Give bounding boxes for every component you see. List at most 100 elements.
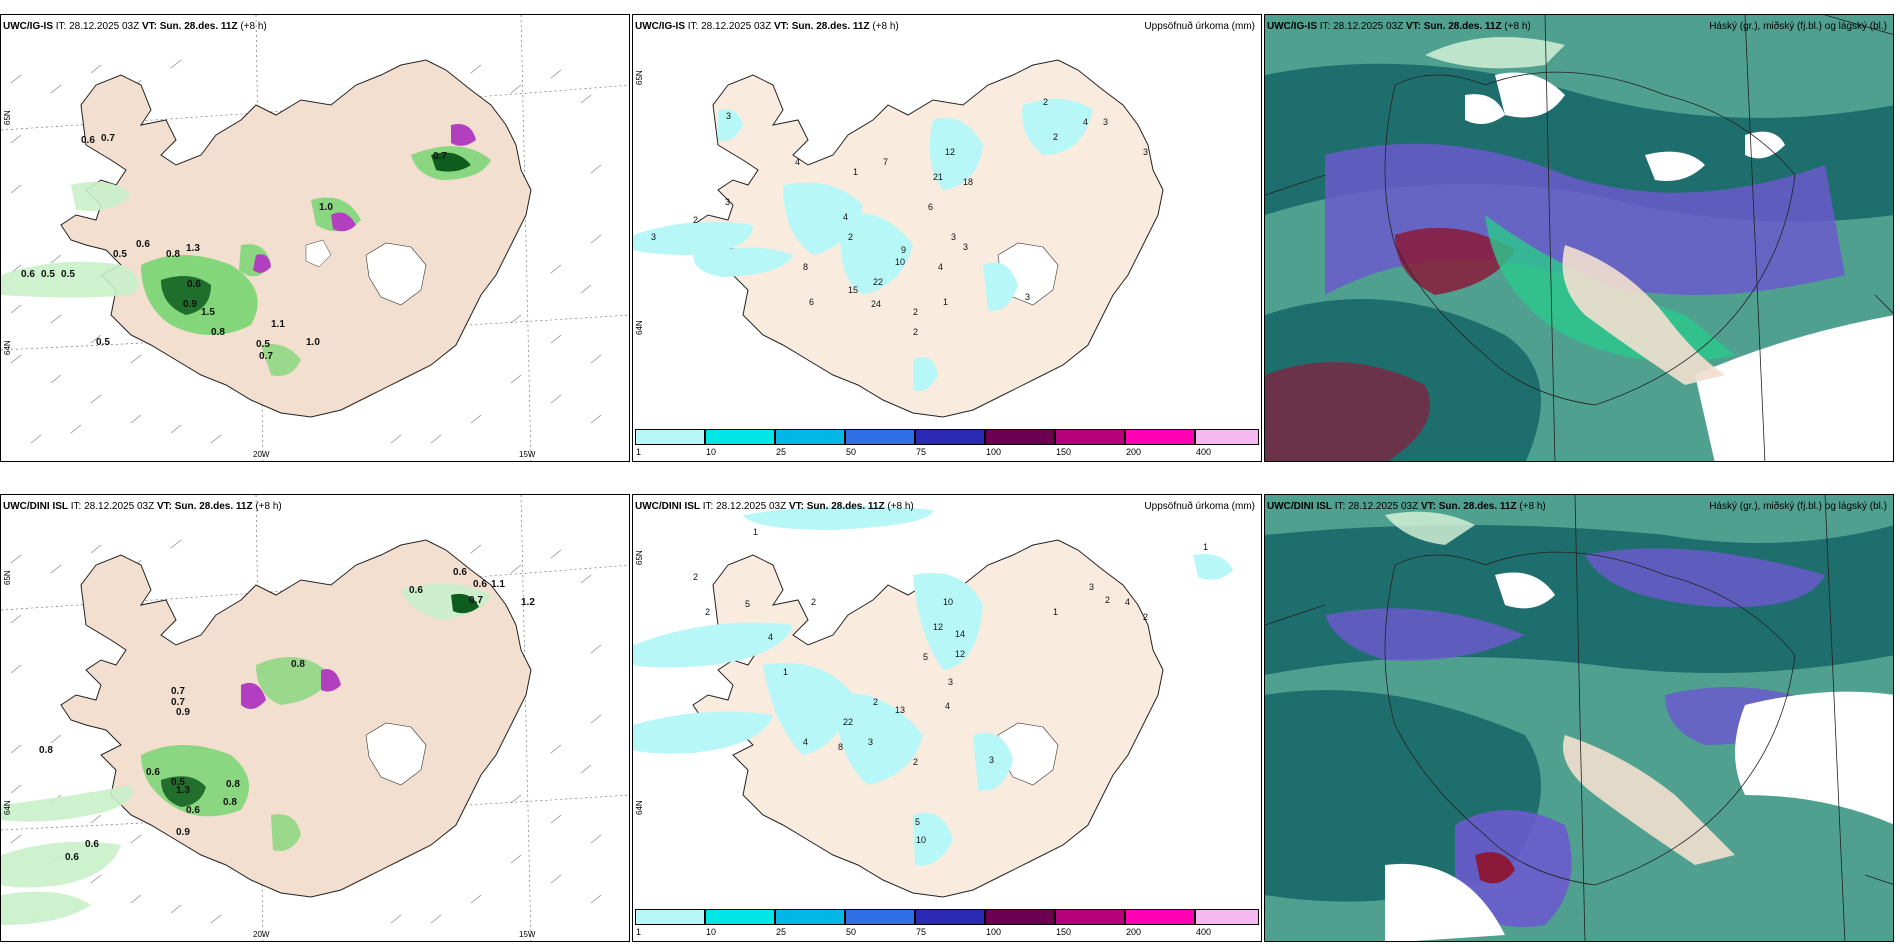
precip-label: 4: [843, 212, 848, 222]
precip-label: 5: [745, 599, 750, 609]
wind-label: 0.9: [176, 707, 190, 718]
model-name: UWC/IG-IS: [635, 21, 685, 32]
map-panel-precip-bottom[interactable]: 2 1 2 5 4 2 1 10 12 14 12 5 3 4 2 13 22 …: [632, 494, 1262, 942]
panel-header: UWC/IG-IS IT: 28.12.2025 03Z VT: Sun. 28…: [3, 21, 267, 32]
it-label: IT:: [1334, 501, 1346, 512]
precip-label: 10: [916, 835, 926, 845]
map-panel-wind-bottom[interactable]: 0.6 0.6 0.6 1.1 0.7 1.2 0.8 0.7 0.8 0.6 …: [0, 494, 630, 942]
it-value: 28.12.2025 03Z: [1333, 21, 1404, 32]
wind-label: 0.6: [409, 585, 423, 596]
map-panel-wind-top[interactable]: 0.6 0.7 0.5 0.5 0.6 1.3 0.8 0.6 0.9 1.5 …: [0, 14, 630, 462]
vt-label: VT:: [1420, 501, 1436, 512]
wind-label: 0.5: [171, 777, 185, 788]
map-panel-clouds-top[interactable]: UWC/IG-IS IT: 28.12.2025 03Z VT: Sun. 28…: [1264, 14, 1894, 462]
panel-header: UWC/IG-IS IT: 28.12.2025 03Z VT: Sun. 28…: [635, 21, 899, 32]
precip-label: 22: [843, 717, 853, 727]
precip-label: 15: [848, 285, 858, 295]
precip-label: 3: [726, 111, 731, 121]
precip-label: 3: [1089, 582, 1094, 592]
precip-title: Uppsöfnuð úrkoma (mm): [1144, 21, 1255, 32]
colorbar-tick: 100: [986, 927, 1002, 937]
colorbar-tick: 1: [636, 447, 642, 457]
wind-label: 0.6: [85, 839, 99, 850]
colorbar-tick: 25: [776, 447, 787, 457]
wind-label: 0.9: [183, 299, 197, 310]
colorbar-tick: 25: [776, 927, 787, 937]
it-value: 28.12.2025 03Z: [1348, 501, 1419, 512]
colorbar-segment: [1055, 429, 1125, 445]
precip-label: 4: [768, 632, 773, 642]
precip-label: 4: [795, 157, 800, 167]
colorbar-tick: 50: [846, 447, 857, 457]
precip-label: 2: [913, 327, 918, 337]
precip-label: 1: [1203, 542, 1208, 552]
wind-label: 0.8: [211, 327, 225, 338]
precip-label: 2: [693, 572, 698, 582]
colorbar-tick: 200: [1126, 927, 1142, 937]
colorbar-segment: [705, 909, 775, 925]
lead-time: (+8 h): [1519, 501, 1546, 512]
it-label: IT:: [687, 21, 699, 32]
precip-label: 3: [1025, 292, 1030, 302]
wind-label: 0.6: [453, 567, 467, 578]
wind-label: 0.8: [226, 779, 240, 790]
precip-label: 2: [1105, 595, 1110, 605]
map-panel-clouds-bottom[interactable]: UWC/DINI ISL IT: 28.12.2025 03Z VT: Sun.…: [1264, 494, 1894, 942]
wind-label: 0.6: [65, 852, 79, 863]
lat-label-65n: 65N: [3, 110, 12, 125]
it-label: IT:: [55, 21, 67, 32]
precip-label: 2: [811, 597, 816, 607]
precip-label: 3: [1103, 117, 1108, 127]
cloud-title: Háský (gr.), miðský (fj.bl.) og lágský (…: [1709, 21, 1887, 32]
it-value: 28.12.2025 03Z: [716, 501, 787, 512]
colorbar-segment: [1125, 909, 1195, 925]
precip-label: 7: [883, 157, 888, 167]
it-value: 28.12.2025 03Z: [701, 21, 772, 32]
it-label: IT:: [70, 501, 82, 512]
precip-label: 5: [915, 817, 920, 827]
colorbar-segment: [775, 429, 845, 445]
wind-label: 0.7: [171, 686, 185, 697]
lat-label-64n: 64N: [3, 800, 12, 815]
model-name: UWC/DINI ISL: [3, 501, 68, 512]
precip-label: 12: [945, 147, 955, 157]
map-panel-precip-top[interactable]: 3 2 3 3 4 1 7 12 21 18 6 4 3 2 9 10 4 22…: [632, 14, 1262, 462]
wind-precip-fields: [1, 124, 491, 376]
precip-label: 2: [913, 307, 918, 317]
precip-label: 2: [705, 607, 710, 617]
wind-label: 0.8: [223, 797, 237, 808]
glacier: [305, 239, 332, 268]
wind-map-top: 0.6 0.7 0.5 0.5 0.6 1.3 0.8 0.6 0.9 1.5 …: [1, 15, 629, 461]
wind-label: 1.2: [521, 597, 535, 608]
model-name: UWC/DINI ISL: [635, 501, 700, 512]
lat-label-64n: 64N: [3, 340, 12, 355]
precip-label: 3: [651, 232, 656, 242]
model-name: UWC/IG-IS: [1267, 21, 1317, 32]
wind-label: 0.6: [81, 135, 95, 146]
precip-label: 3: [951, 232, 956, 242]
colorbar-segment: [775, 909, 845, 925]
wind-label: 0.8: [291, 659, 305, 670]
precip-colorbar: 1 10 25 50 75 100 150 200 400: [635, 429, 1259, 459]
precip-label: 6: [809, 297, 814, 307]
precip-label: 4: [938, 262, 943, 272]
wind-label: 0.5: [96, 337, 110, 348]
wind-label: 0.5: [41, 269, 55, 280]
vt-value: Sun. 28.des. 11Z: [791, 21, 870, 32]
vt-value: Sun. 28.des. 11Z: [159, 21, 238, 32]
colorbar-tick: 100: [986, 447, 1002, 457]
colorbar-tick: 400: [1196, 447, 1212, 457]
colorbar-segment: [1195, 429, 1259, 445]
colorbar-segment: [915, 909, 985, 925]
colorbar-segment: [845, 429, 915, 445]
lon-label-20w: 20W: [253, 930, 270, 939]
lon-label-15w: 15W: [519, 450, 536, 459]
wind-label: 0.5: [256, 339, 270, 350]
precip-label: 2: [693, 215, 698, 225]
precip-label: 13: [895, 705, 905, 715]
wind-label: 0.6: [136, 239, 150, 250]
precip-colorbar: 1 10 25 50 75 100 150 200 400: [635, 909, 1259, 939]
precip-label: 3: [868, 737, 873, 747]
precip-areas: [633, 506, 1233, 866]
colorbar-segment: [985, 909, 1055, 925]
